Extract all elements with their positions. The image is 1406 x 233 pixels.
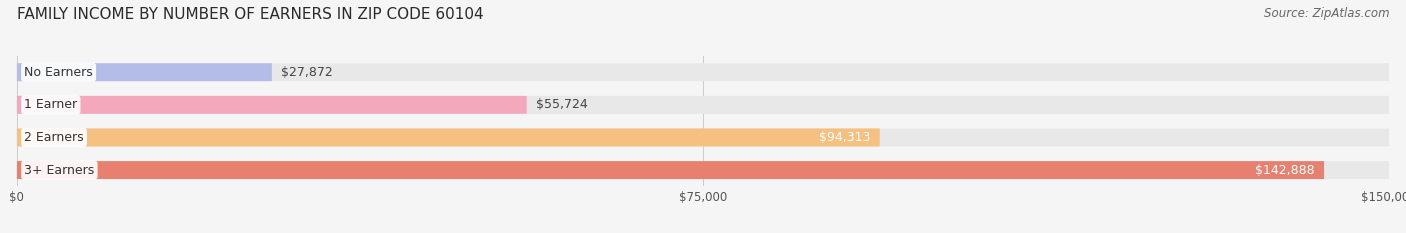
FancyBboxPatch shape: [17, 161, 1324, 179]
FancyBboxPatch shape: [17, 63, 271, 81]
Text: $27,872: $27,872: [281, 66, 333, 79]
FancyBboxPatch shape: [17, 129, 880, 147]
Text: $142,888: $142,888: [1256, 164, 1315, 177]
Text: Source: ZipAtlas.com: Source: ZipAtlas.com: [1264, 7, 1389, 20]
FancyBboxPatch shape: [17, 96, 527, 114]
FancyBboxPatch shape: [17, 129, 1389, 147]
FancyBboxPatch shape: [17, 161, 1389, 179]
Text: $55,724: $55,724: [536, 98, 588, 111]
Text: No Earners: No Earners: [24, 66, 93, 79]
Text: FAMILY INCOME BY NUMBER OF EARNERS IN ZIP CODE 60104: FAMILY INCOME BY NUMBER OF EARNERS IN ZI…: [17, 7, 484, 22]
Text: 1 Earner: 1 Earner: [24, 98, 77, 111]
FancyBboxPatch shape: [17, 63, 1389, 81]
Text: 3+ Earners: 3+ Earners: [24, 164, 94, 177]
Text: $94,313: $94,313: [820, 131, 870, 144]
FancyBboxPatch shape: [17, 96, 1389, 114]
Text: 2 Earners: 2 Earners: [24, 131, 84, 144]
